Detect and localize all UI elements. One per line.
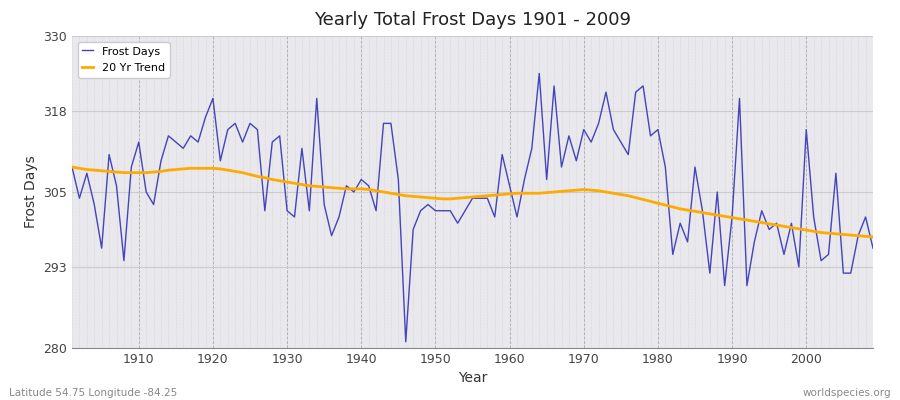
Text: worldspecies.org: worldspecies.org [803, 388, 891, 398]
20 Yr Trend [334, 186, 345, 191]
20 Yr Trend [868, 234, 878, 239]
Frost Days [504, 183, 515, 188]
Frost Days [126, 165, 137, 170]
Y-axis label: Frost Days: Frost Days [23, 156, 38, 228]
20 Yr Trend [504, 192, 515, 196]
Frost Days [511, 214, 522, 219]
20 Yr Trend [67, 165, 77, 170]
Frost Days [868, 246, 878, 250]
Frost Days [608, 127, 619, 132]
Legend: Frost Days, 20 Yr Trend: Frost Days, 20 Yr Trend [77, 42, 169, 78]
Text: Latitude 54.75 Longitude -84.25: Latitude 54.75 Longitude -84.25 [9, 388, 177, 398]
Frost Days [400, 339, 411, 344]
Title: Yearly Total Frost Days 1901 - 2009: Yearly Total Frost Days 1901 - 2009 [314, 11, 631, 29]
Frost Days [289, 214, 300, 219]
X-axis label: Year: Year [458, 372, 487, 386]
Line: 20 Yr Trend: 20 Yr Trend [72, 167, 873, 237]
20 Yr Trend [289, 181, 300, 186]
20 Yr Trend [126, 170, 137, 175]
Frost Days [534, 71, 544, 76]
20 Yr Trend [497, 192, 508, 197]
20 Yr Trend [593, 188, 604, 193]
Line: Frost Days: Frost Days [72, 74, 873, 342]
Frost Days [67, 165, 77, 170]
Frost Days [334, 214, 345, 219]
